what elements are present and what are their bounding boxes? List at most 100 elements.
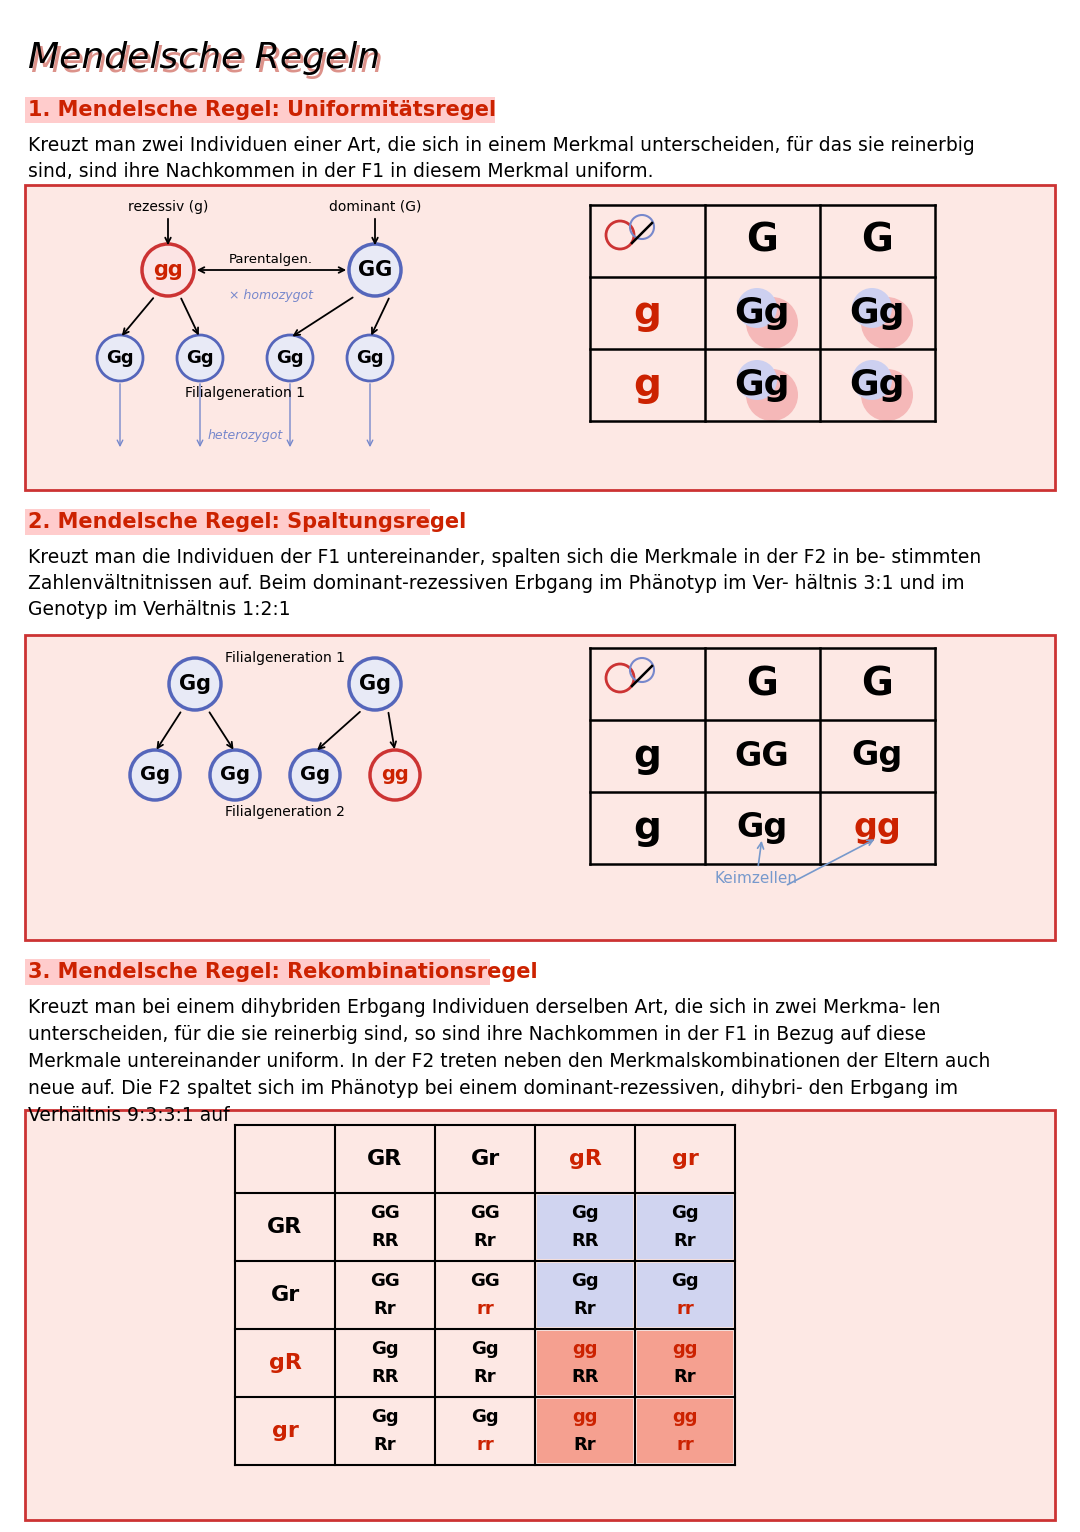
Bar bbox=[25, 509, 430, 535]
Bar bbox=[537, 1331, 633, 1396]
Text: Gg: Gg bbox=[356, 349, 383, 368]
Text: GG: GG bbox=[470, 1272, 500, 1290]
Text: × homozygot: × homozygot bbox=[229, 288, 313, 302]
Bar bbox=[25, 959, 490, 985]
Text: gg: gg bbox=[853, 812, 901, 844]
Text: Gg: Gg bbox=[849, 368, 905, 401]
Bar bbox=[537, 1195, 633, 1259]
Text: RR: RR bbox=[372, 1232, 399, 1250]
Bar bbox=[637, 1331, 733, 1396]
Text: GG: GG bbox=[357, 260, 392, 280]
Circle shape bbox=[852, 360, 892, 400]
Circle shape bbox=[349, 659, 401, 709]
Text: Gg: Gg bbox=[471, 1408, 499, 1426]
Text: GG: GG bbox=[470, 1204, 500, 1223]
Text: rr: rr bbox=[676, 1301, 693, 1318]
Circle shape bbox=[210, 751, 260, 800]
Text: G: G bbox=[861, 665, 893, 703]
Text: Gr: Gr bbox=[270, 1285, 299, 1305]
Text: rr: rr bbox=[676, 1435, 693, 1454]
Text: Rr: Rr bbox=[474, 1232, 497, 1250]
Text: Rr: Rr bbox=[674, 1368, 697, 1386]
Text: rezessiv (g): rezessiv (g) bbox=[127, 201, 208, 214]
Text: Filialgeneration 2: Filialgeneration 2 bbox=[225, 804, 345, 820]
Text: G: G bbox=[746, 222, 778, 260]
Circle shape bbox=[130, 751, 180, 800]
Text: Gg: Gg bbox=[179, 674, 211, 694]
Text: gg: gg bbox=[153, 260, 183, 280]
Text: Mendelsche Regeln: Mendelsche Regeln bbox=[28, 41, 380, 75]
Bar bbox=[637, 1399, 733, 1463]
Text: Gg: Gg bbox=[671, 1204, 699, 1223]
Bar bbox=[25, 185, 1055, 490]
Text: Gg: Gg bbox=[571, 1272, 598, 1290]
Text: rr: rr bbox=[476, 1301, 494, 1318]
Text: Mendelsche Regeln: Mendelsche Regeln bbox=[31, 44, 383, 80]
Bar bbox=[25, 97, 495, 123]
Text: Genotyp im Verhältnis 1:2:1: Genotyp im Verhältnis 1:2:1 bbox=[28, 601, 291, 619]
Circle shape bbox=[97, 336, 143, 381]
Text: gr: gr bbox=[271, 1422, 298, 1442]
Text: Gg: Gg bbox=[300, 766, 330, 784]
Text: gg: gg bbox=[672, 1340, 698, 1357]
Text: g: g bbox=[633, 366, 661, 404]
Text: G: G bbox=[861, 222, 893, 260]
Text: 2. Mendelsche Regel: Spaltungsregel: 2. Mendelsche Regel: Spaltungsregel bbox=[28, 512, 467, 532]
Text: RR: RR bbox=[571, 1368, 598, 1386]
Text: Gg: Gg bbox=[186, 349, 214, 368]
Text: gR: gR bbox=[269, 1353, 301, 1373]
Text: GG: GG bbox=[370, 1204, 400, 1223]
Text: g: g bbox=[633, 294, 661, 332]
Circle shape bbox=[267, 336, 313, 381]
Text: Gg: Gg bbox=[737, 812, 787, 844]
Text: gr: gr bbox=[672, 1149, 699, 1169]
Circle shape bbox=[746, 297, 798, 349]
Text: Gg: Gg bbox=[220, 766, 249, 784]
Text: gg: gg bbox=[572, 1408, 597, 1426]
Text: Gg: Gg bbox=[734, 296, 789, 329]
Bar bbox=[537, 1399, 633, 1463]
Text: 3. Mendelsche Regel: Rekombinationsregel: 3. Mendelsche Regel: Rekombinationsregel bbox=[28, 962, 538, 982]
Text: RR: RR bbox=[372, 1368, 399, 1386]
Text: 1. Mendelsche Regel: Uniformitätsregel: 1. Mendelsche Regel: Uniformitätsregel bbox=[28, 100, 496, 119]
Text: rr: rr bbox=[476, 1435, 494, 1454]
Text: heterozygot: heterozygot bbox=[207, 429, 283, 441]
Text: gg: gg bbox=[381, 766, 409, 784]
Circle shape bbox=[291, 751, 340, 800]
Text: Gg: Gg bbox=[372, 1340, 399, 1357]
Circle shape bbox=[737, 360, 777, 400]
Text: Rr: Rr bbox=[374, 1301, 396, 1318]
Bar bbox=[25, 1111, 1055, 1520]
Text: Gr: Gr bbox=[471, 1149, 500, 1169]
Text: G: G bbox=[746, 665, 778, 703]
Text: dominant (G): dominant (G) bbox=[328, 201, 421, 214]
Text: Rr: Rr bbox=[674, 1232, 697, 1250]
Text: Kreuzt man bei einem dihybriden Erbgang Individuen derselben Art, die sich in zw: Kreuzt man bei einem dihybriden Erbgang … bbox=[28, 997, 941, 1017]
Text: Verhältnis 9:3:3:1 auf: Verhältnis 9:3:3:1 auf bbox=[28, 1106, 230, 1124]
Text: Gg: Gg bbox=[671, 1272, 699, 1290]
Text: Gg: Gg bbox=[359, 674, 391, 694]
Text: gg: gg bbox=[672, 1408, 698, 1426]
Bar bbox=[25, 634, 1055, 941]
Text: Kreuzt man zwei Individuen einer Art, die sich in einem Merkmal unterscheiden, f: Kreuzt man zwei Individuen einer Art, di… bbox=[28, 136, 975, 155]
Text: GG: GG bbox=[370, 1272, 400, 1290]
Text: g: g bbox=[633, 737, 661, 775]
Bar bbox=[637, 1195, 733, 1259]
Circle shape bbox=[177, 336, 222, 381]
Text: Rr: Rr bbox=[573, 1435, 596, 1454]
Text: RR: RR bbox=[571, 1232, 598, 1250]
Text: Gg: Gg bbox=[849, 296, 905, 329]
Text: Gg: Gg bbox=[106, 349, 134, 368]
Circle shape bbox=[141, 244, 194, 296]
Text: neue auf. Die F2 spaltet sich im Phänotyp bei einem dominant-rezessiven, dihybri: neue auf. Die F2 spaltet sich im Phänoty… bbox=[28, 1079, 958, 1098]
Circle shape bbox=[852, 288, 892, 328]
Circle shape bbox=[861, 369, 913, 421]
Circle shape bbox=[370, 751, 420, 800]
Circle shape bbox=[347, 336, 393, 381]
Circle shape bbox=[737, 288, 777, 328]
Text: Kreuzt man die Individuen der F1 untereinander, spalten sich die Merkmale in der: Kreuzt man die Individuen der F1 unterei… bbox=[28, 548, 982, 567]
Bar bbox=[637, 1262, 733, 1327]
Text: Parentalgen.: Parentalgen. bbox=[229, 253, 313, 267]
Text: Rr: Rr bbox=[474, 1368, 497, 1386]
Text: gg: gg bbox=[572, 1340, 597, 1357]
